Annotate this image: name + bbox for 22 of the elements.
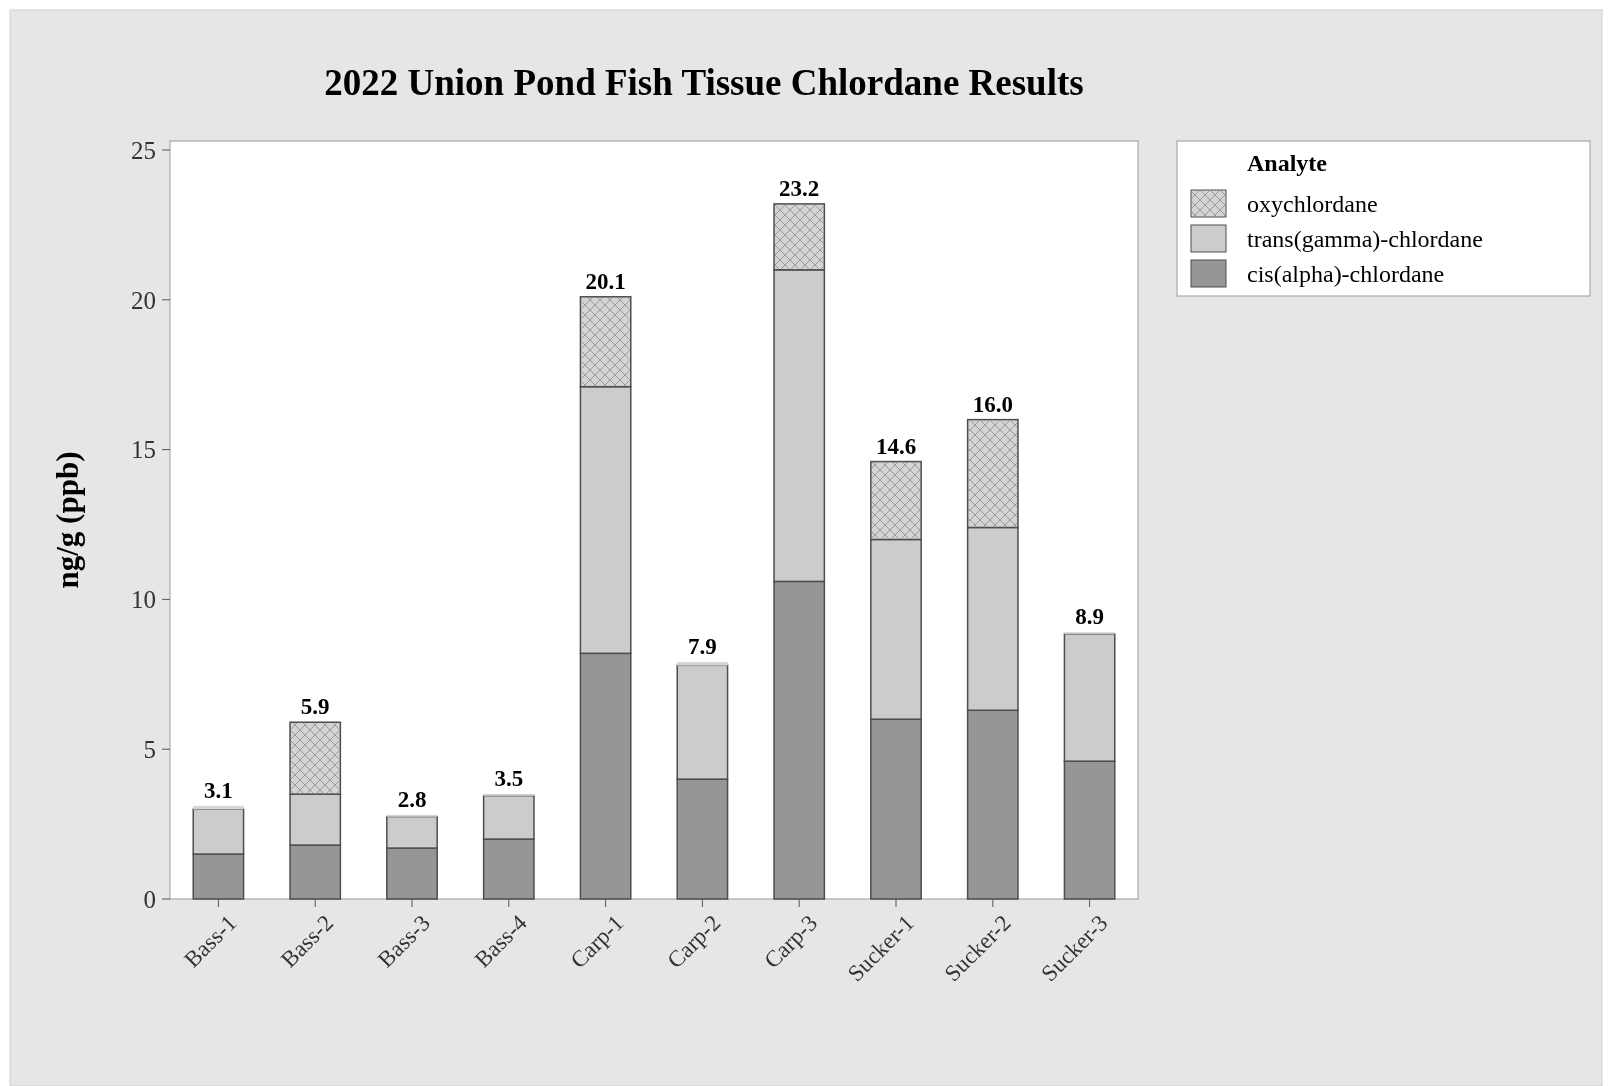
total-label: 14.6	[875, 433, 917, 459]
legend-title: Analyte	[1247, 150, 1328, 176]
chart-title: 2022 Union Pond Fish Tissue Chlordane Results	[324, 62, 1084, 103]
total-label: 5.9	[300, 694, 330, 720]
y-tick-label: 10	[131, 586, 156, 614]
y-tick-label: 15	[131, 436, 156, 464]
total-label: 2.8	[397, 787, 427, 813]
total-label: 7.9	[688, 634, 717, 660]
legend-label: oxychlordane	[1247, 191, 1378, 218]
total-label: 23.2	[779, 175, 820, 201]
y-tick-label: 25	[131, 136, 156, 164]
y-axis-title: ng/g (ppb)	[50, 451, 85, 589]
legend-label: cis(alpha)-chlordane	[1247, 261, 1445, 288]
total-label: 8.9	[1075, 604, 1104, 630]
total-label: 3.1	[204, 778, 233, 804]
y-tick-label: 0	[143, 885, 156, 913]
total-label: 16.0	[972, 391, 1013, 417]
legend-label: trans(gamma)-chlordane	[1247, 226, 1483, 253]
y-tick-label: 20	[131, 286, 156, 314]
total-label: 20.1	[585, 268, 626, 294]
total-label: 3.5	[494, 766, 524, 792]
y-tick-label: 5	[143, 735, 156, 763]
